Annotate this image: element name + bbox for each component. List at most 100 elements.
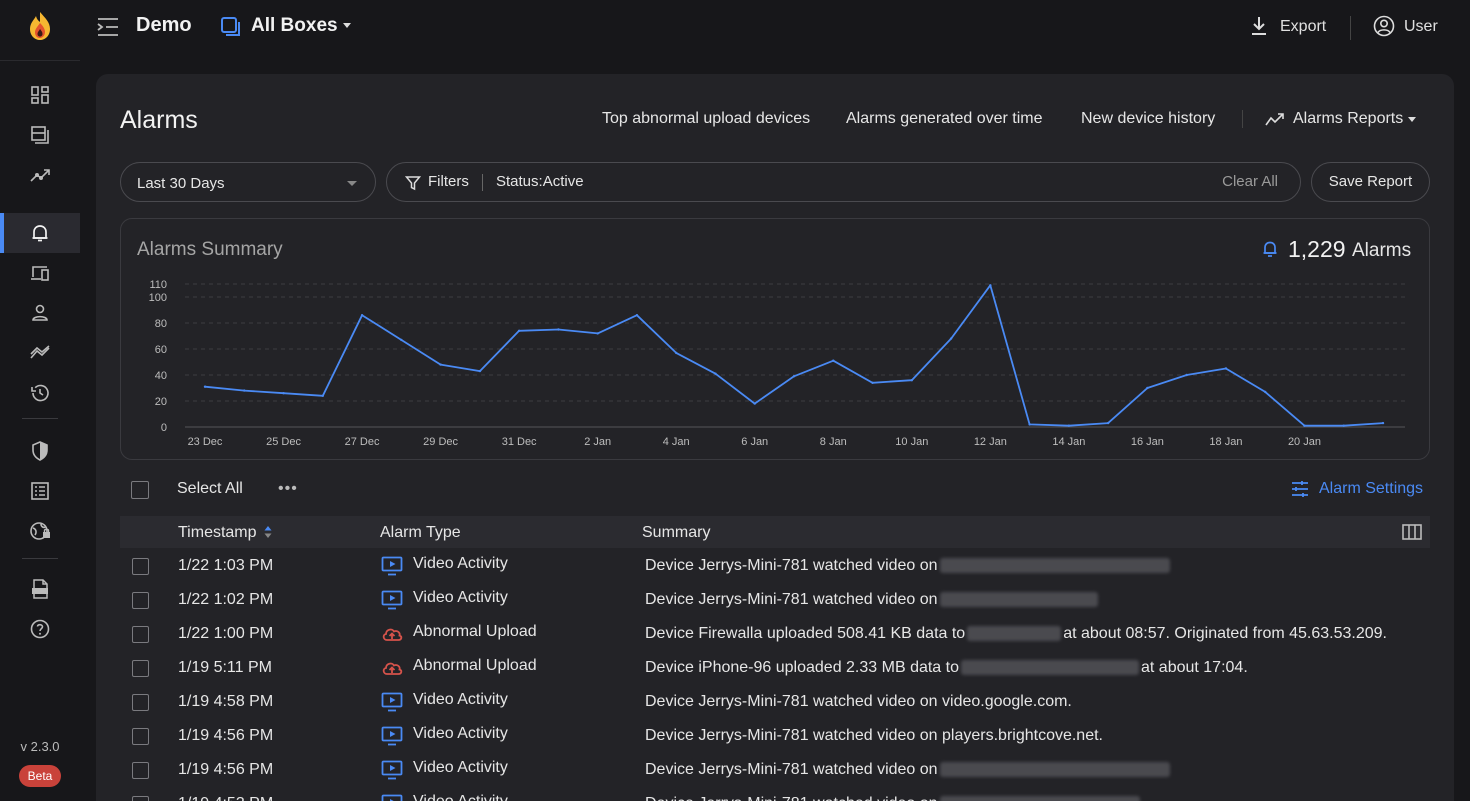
sidebar-item-dashboard[interactable] (0, 75, 80, 115)
y-tick-label: 80 (155, 318, 167, 330)
dashboard-icon (31, 86, 49, 104)
row-checkbox[interactable] (132, 558, 149, 575)
data-point (1106, 421, 1110, 425)
sidebar-item-logs[interactable] (0, 471, 80, 511)
sidebar-item-history[interactable] (0, 373, 80, 413)
data-point (1185, 373, 1188, 377)
sidebar-item-network-flows[interactable] (0, 155, 80, 195)
row-checkbox[interactable] (132, 592, 149, 609)
select-all-checkbox[interactable] (131, 481, 149, 499)
sidebar-item-trends[interactable] (0, 333, 80, 373)
select-all-label[interactable]: Select All (177, 480, 243, 497)
row-timestamp: 1/22 1:00 PM (178, 625, 274, 642)
bell-icon (1263, 241, 1277, 257)
x-tick-label: 31 Dec (502, 436, 537, 448)
user-menu[interactable]: User (1404, 18, 1438, 35)
alarm-count-unit: Alarms (1352, 240, 1412, 261)
sort-icon[interactable] (264, 525, 272, 539)
sliders-icon[interactable] (1290, 479, 1310, 499)
sidebar-item-rules[interactable] (0, 431, 80, 471)
table-row[interactable]: 1/19 4:56 PM Video Activity Device Jerrys-… (120, 752, 1430, 786)
data-point (1028, 423, 1031, 426)
sidebar-item-network[interactable] (0, 511, 80, 551)
firewalla-logo-icon[interactable] (28, 11, 52, 41)
data-point (635, 314, 639, 317)
row-checkbox[interactable] (132, 728, 149, 745)
new-device-history-link[interactable]: New device history (1081, 110, 1216, 127)
data-point (1303, 424, 1306, 427)
date-range-select[interactable]: Last 30 Days (120, 162, 376, 202)
x-tick-label: 18 Jan (1209, 436, 1242, 448)
row-checkbox[interactable] (132, 660, 149, 677)
top-bar: Demo All Boxes Export User (0, 0, 1470, 56)
x-tick-label: 23 Dec (188, 436, 223, 448)
table-row[interactable]: 1/19 4:56 PM Video Activity Device Jerrys-… (120, 718, 1430, 752)
table-row[interactable]: 1/19 4:58 PM Video Activity Device Jerrys-… (120, 684, 1430, 718)
x-tick-label: 6 Jan (741, 436, 768, 448)
row-checkbox[interactable] (132, 626, 149, 643)
x-tick-label: 16 Jan (1131, 436, 1164, 448)
more-actions-icon[interactable]: ••• (278, 480, 298, 497)
chevron-down-icon[interactable] (343, 23, 351, 28)
data-point (1342, 424, 1345, 427)
alarms-reports-menu[interactable]: Alarms Reports (1293, 110, 1404, 127)
alarm-count: 1,229 (1288, 236, 1346, 262)
data-point (517, 329, 521, 332)
filters-label[interactable]: Filters (428, 173, 469, 190)
sidebar-item-alarms[interactable] (0, 213, 80, 253)
status-filter-chip[interactable]: Status:Active (496, 173, 584, 190)
globe-lock-icon (30, 522, 50, 540)
x-tick-label: 10 Jan (895, 436, 928, 448)
sidebar-item-help[interactable] (0, 609, 80, 649)
summary-title: Alarms Summary (137, 239, 283, 260)
sidebar-item-api[interactable] (0, 569, 80, 609)
download-icon[interactable] (1250, 15, 1268, 37)
data-point (949, 337, 953, 340)
column-timestamp[interactable]: Timestamp (178, 524, 257, 541)
row-checkbox[interactable] (132, 796, 149, 801)
data-point (203, 385, 207, 388)
alarm-settings-link[interactable]: Alarm Settings (1319, 480, 1424, 497)
chevron-down-icon[interactable] (1408, 117, 1416, 122)
collapse-menu-icon[interactable] (96, 16, 120, 38)
box-selector[interactable]: All Boxes (251, 15, 338, 36)
sidebar-item-boxes[interactable] (0, 115, 80, 155)
boxes-icon[interactable] (220, 16, 242, 38)
top-abnormal-upload-link[interactable]: Top abnormal upload devices (602, 110, 811, 127)
row-checkbox[interactable] (132, 762, 149, 779)
data-point (1381, 421, 1385, 425)
save-report-button[interactable]: Save Report (1311, 162, 1430, 202)
devices-icon (31, 266, 49, 281)
clear-all-button[interactable]: Clear All (1222, 173, 1278, 190)
table-row[interactable]: 1/22 1:02 PM Video Activity Device Jerrys-… (120, 582, 1430, 616)
column-summary[interactable]: Summary (642, 524, 711, 541)
table-row[interactable]: 1/19 4:53 PM Video Activity Device Jerrys-… (120, 786, 1430, 801)
table-row[interactable]: 1/22 1:03 PM Video Activity Device Jerrys-… (120, 548, 1430, 582)
divider (1242, 110, 1243, 128)
x-tick-label: 8 Jan (820, 436, 847, 448)
column-alarm-type[interactable]: Alarm Type (380, 524, 461, 541)
columns-icon[interactable] (1402, 524, 1422, 540)
x-tick-label: 12 Jan (974, 436, 1007, 448)
sidebar-item-devices[interactable] (0, 253, 80, 293)
api-doc-icon (32, 579, 48, 599)
user-avatar-icon[interactable] (1373, 15, 1395, 37)
row-checkbox[interactable] (132, 694, 149, 711)
alarms-over-time-link[interactable]: Alarms generated over time (846, 110, 1043, 127)
data-point (557, 328, 560, 331)
sidebar-item-users[interactable] (0, 293, 80, 333)
export-button[interactable]: Export (1280, 18, 1327, 35)
x-tick-label: 2 Jan (584, 436, 611, 448)
row-timestamp: 1/19 4:58 PM (178, 693, 274, 710)
table-row[interactable]: 1/22 1:00 PM Abnormal Upload Device Firewa… (120, 616, 1430, 650)
row-summary: Device Jerrys-Mini-781 watched video on (645, 557, 1172, 575)
divider (1350, 16, 1351, 40)
redacted-text (939, 762, 1170, 778)
table-row[interactable]: 1/19 5:11 PM Abnormal Upload Device iPhone… (120, 650, 1430, 684)
row-timestamp: 1/22 1:02 PM (178, 591, 274, 608)
filters-bar[interactable]: Filters Status:Active Clear All (386, 162, 1301, 202)
chart-line-icon[interactable] (1265, 111, 1285, 127)
main-panel: Alarms Top abnormal upload devices Alarm… (96, 74, 1454, 801)
data-point (596, 332, 599, 335)
